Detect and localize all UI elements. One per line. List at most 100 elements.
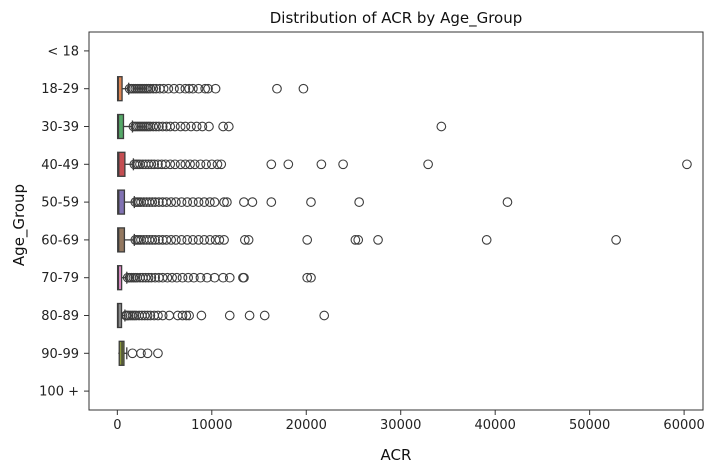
outlier-point xyxy=(306,272,316,283)
outlier-point xyxy=(180,83,191,94)
outlier-point xyxy=(177,310,188,321)
outlier-point xyxy=(283,159,294,170)
x-tick-label: 0 xyxy=(113,418,121,433)
outlier-point xyxy=(177,272,188,283)
outlier-point xyxy=(167,272,177,283)
outlier-point xyxy=(175,121,186,132)
outlier-point xyxy=(210,83,221,94)
outlier-point xyxy=(166,235,177,245)
outlier-point xyxy=(143,159,154,170)
outlier-point xyxy=(193,197,204,207)
y-tick-label: 70-79 xyxy=(41,271,79,286)
outlier-point xyxy=(149,159,160,170)
box-group-90-99 xyxy=(118,340,163,366)
y-tick-label: 40-49 xyxy=(41,158,79,173)
outlier-point xyxy=(144,197,155,207)
box-group-80-89 xyxy=(116,302,330,329)
outlier-point xyxy=(682,159,692,170)
outlier-point xyxy=(175,159,186,170)
plot-frame xyxy=(88,31,704,411)
outlier-point xyxy=(259,310,270,321)
outlier-point xyxy=(170,159,180,170)
outlier-point xyxy=(224,272,235,283)
outlier-point xyxy=(201,159,211,170)
outlier-point xyxy=(154,235,164,245)
outlier-point xyxy=(204,121,214,132)
outlier-point xyxy=(151,83,161,94)
x-axis-title: ACR xyxy=(381,446,412,464)
outlier-point xyxy=(188,235,198,245)
outlier-point xyxy=(161,197,172,207)
outlier-point xyxy=(165,159,176,170)
outlier-point xyxy=(319,310,330,321)
outlier-point xyxy=(142,348,153,359)
outlier-point xyxy=(154,197,164,207)
outlier-point xyxy=(188,197,198,207)
outlier-point xyxy=(223,121,234,132)
outlier-point xyxy=(166,197,177,207)
outlier-point xyxy=(350,235,361,245)
outlier-point xyxy=(214,235,225,245)
outlier-point xyxy=(189,272,199,283)
outlier-point xyxy=(224,310,235,321)
outlier-point xyxy=(157,310,168,321)
outlier-point xyxy=(203,83,213,94)
outlier-point xyxy=(298,83,309,94)
x-tick-label: 40000 xyxy=(475,418,516,433)
y-tick-label: 60-69 xyxy=(41,233,79,248)
outlier-point xyxy=(146,159,157,170)
outlier-point xyxy=(502,197,513,207)
outlier-point xyxy=(151,121,161,132)
outlier-point xyxy=(148,121,159,132)
outlier-point xyxy=(158,83,169,94)
outlier-point xyxy=(153,310,163,321)
outlier-point xyxy=(170,121,180,132)
outlier-point xyxy=(169,83,179,94)
outlier-point xyxy=(353,235,364,245)
x-tick-label: 10000 xyxy=(191,418,232,433)
x-tick-label: 30000 xyxy=(380,418,421,433)
outlier-point xyxy=(239,197,249,207)
outlier-point xyxy=(153,348,163,359)
box-group-50-59 xyxy=(117,189,513,215)
chart-title: Distribution of ACR by Age_Group xyxy=(270,9,523,28)
outlier-point xyxy=(140,272,151,283)
outlier-point xyxy=(182,197,193,207)
y-tick-label: 30-39 xyxy=(41,120,79,135)
outlier-point xyxy=(218,121,228,132)
box-group-18-29 xyxy=(116,76,309,102)
x-tick-label: 60000 xyxy=(663,418,704,433)
outlier-point xyxy=(216,159,227,170)
outlier-point xyxy=(239,272,249,283)
outlier-point xyxy=(205,197,215,207)
box xyxy=(117,227,126,253)
box-group-60-69 xyxy=(117,227,621,253)
y-tick-label: 50-59 xyxy=(41,196,79,211)
outlier-point xyxy=(146,272,157,283)
outlier-point xyxy=(182,235,193,245)
outlier-point xyxy=(176,197,187,207)
outlier-point xyxy=(145,83,156,94)
plot-area xyxy=(116,76,692,366)
outlier-point xyxy=(147,235,158,245)
outlier-point xyxy=(191,121,202,132)
outlier-point xyxy=(150,197,160,207)
outlier-point xyxy=(180,159,191,170)
x-tick-label: 20000 xyxy=(286,418,327,433)
outlier-point xyxy=(436,121,447,132)
outlier-point xyxy=(139,310,150,321)
outlier-point xyxy=(145,310,156,321)
outlier-point xyxy=(181,310,192,321)
outlier-point xyxy=(199,235,210,245)
outlier-point xyxy=(163,83,174,94)
outlier-point xyxy=(193,235,204,245)
outlier-point xyxy=(423,159,433,170)
box xyxy=(116,113,125,140)
outlier-point xyxy=(209,197,220,207)
outlier-point xyxy=(611,235,621,245)
outlier-point xyxy=(189,159,200,170)
outlier-point xyxy=(147,197,158,207)
box xyxy=(116,76,123,102)
y-tick-label: 100 + xyxy=(39,385,79,400)
outlier-point xyxy=(306,197,316,207)
